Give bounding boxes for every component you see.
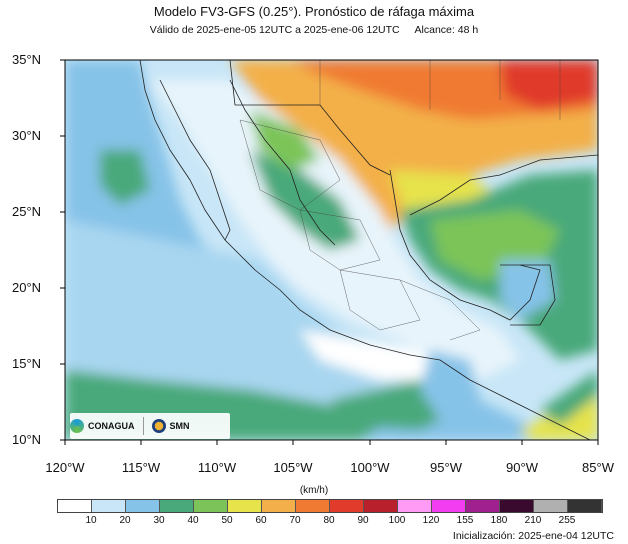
colorbar-tick-label: 40 [187, 515, 199, 526]
colorbar [57, 499, 603, 513]
colorbar-swatch [126, 500, 160, 512]
lon-label: 115°W [121, 460, 161, 475]
colorbar-tick-label: 20 [119, 515, 131, 526]
colorbar-tick-label: 180 [490, 515, 508, 526]
lon-label: 110°W [197, 460, 237, 475]
lat-label: 10°N [12, 432, 42, 447]
colorbar-swatch [568, 500, 602, 512]
agency-logos: CONAGUA SMN [70, 413, 230, 439]
lon-label: 105°W [273, 460, 313, 475]
map-subtitle: Válido de 2025-ene-05 12UTC a 2025-ene-0… [0, 24, 628, 36]
colorbar-swatch [296, 500, 330, 512]
colorbar-swatch [228, 500, 262, 512]
colorbar-tick-label: 210 [524, 515, 542, 526]
colorbar-swatch [364, 500, 398, 512]
lon-label: 90°W [506, 460, 538, 475]
lon-label: 95°W [430, 460, 462, 475]
colorbar-tick-label: 90 [357, 515, 369, 526]
colorbar-tick-label: 30 [153, 515, 165, 526]
colorbar-tick-label: 10 [85, 515, 97, 526]
lat-label: 15°N [12, 356, 42, 371]
lat-label: 20°N [12, 280, 42, 295]
colorbar-tick-label: 80 [323, 515, 335, 526]
smn-logo-text: SMN [169, 421, 190, 431]
lon-label: 120°W [45, 460, 85, 475]
colorbar-tick-label: 70 [289, 515, 301, 526]
colorbar-swatch [58, 500, 92, 512]
colorbar-swatch [330, 500, 364, 512]
smn-logo-icon [151, 419, 166, 433]
colorbar-unit: (km/h) [299, 485, 329, 496]
colorbar-swatch [92, 500, 126, 512]
map-frame [64, 59, 599, 441]
forecast-range: Alcance: 48 h [414, 24, 479, 36]
colorbar-swatch [262, 500, 296, 512]
validity-text: Válido de 2025-ene-05 12UTC a 2025-ene-0… [149, 24, 400, 36]
colorbar-swatch [500, 500, 534, 512]
initialization-text: Inicialización: 2025-ene-04 12UTC [452, 530, 614, 542]
lat-label: 30°N [12, 128, 42, 143]
colorbar-tick-label: 100 [388, 515, 406, 526]
colorbar-swatch [160, 500, 194, 512]
colorbar-swatch [432, 500, 466, 512]
colorbar-tick-label: 50 [221, 515, 233, 526]
conagua-logo-text: CONAGUA [88, 421, 135, 431]
conagua-logo-icon [70, 419, 84, 433]
lon-label: 100°W [350, 460, 390, 475]
colorbar-swatch [194, 500, 228, 512]
lon-label: 85°W [582, 460, 614, 475]
colorbar-tick-label: 120 [422, 515, 440, 526]
colorbar-tick-label: 155 [456, 515, 474, 526]
lat-label: 25°N [12, 204, 42, 219]
colorbar-swatch [398, 500, 432, 512]
lat-label: 35°N [12, 52, 42, 67]
colorbar-tick-label: 60 [255, 515, 267, 526]
colorbar-swatch [466, 500, 500, 512]
colorbar-tick-label: 255 [558, 515, 576, 526]
map-title: Modelo FV3-GFS (0.25°). Pronóstico de rá… [153, 4, 475, 19]
logo-divider [142, 417, 144, 435]
colorbar-swatch [534, 500, 568, 512]
